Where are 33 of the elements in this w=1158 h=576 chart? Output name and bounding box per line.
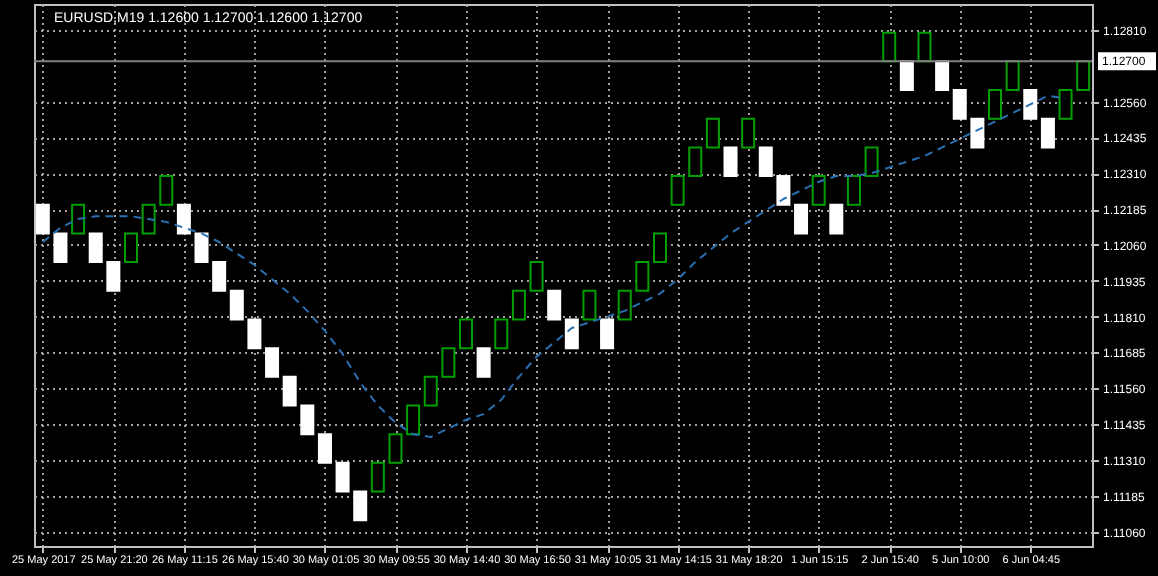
candlestick (123, 232, 138, 264)
candlestick (917, 31, 932, 63)
candlestick (882, 31, 897, 63)
candlestick (811, 175, 826, 206)
candlestick (494, 318, 509, 350)
candlestick (1040, 117, 1055, 149)
candlestick (741, 117, 756, 149)
candlestick (547, 289, 562, 321)
candlestick (476, 347, 491, 378)
candlestick (988, 89, 1003, 120)
candlestick (176, 203, 191, 235)
candlestick (529, 261, 544, 292)
candlestick (511, 289, 526, 321)
line-series (41, 94, 1067, 439)
candlestick (564, 318, 579, 350)
candlestick (652, 232, 667, 264)
candlestick (406, 404, 421, 436)
candlestick (1023, 89, 1038, 120)
candlestick (71, 203, 86, 235)
candlestick (794, 203, 809, 235)
candlestick (935, 60, 950, 92)
candlestick (899, 60, 914, 92)
candlestick (1005, 60, 1020, 92)
candlestick (829, 203, 844, 235)
candlestick (582, 289, 597, 321)
candlestick (864, 146, 879, 178)
candlestick (723, 146, 738, 178)
candlestick (265, 347, 280, 378)
candlestick (459, 318, 474, 350)
candlestick (317, 433, 332, 464)
candlestick (705, 117, 720, 149)
candlestick (846, 175, 861, 206)
candlestick (600, 318, 615, 350)
